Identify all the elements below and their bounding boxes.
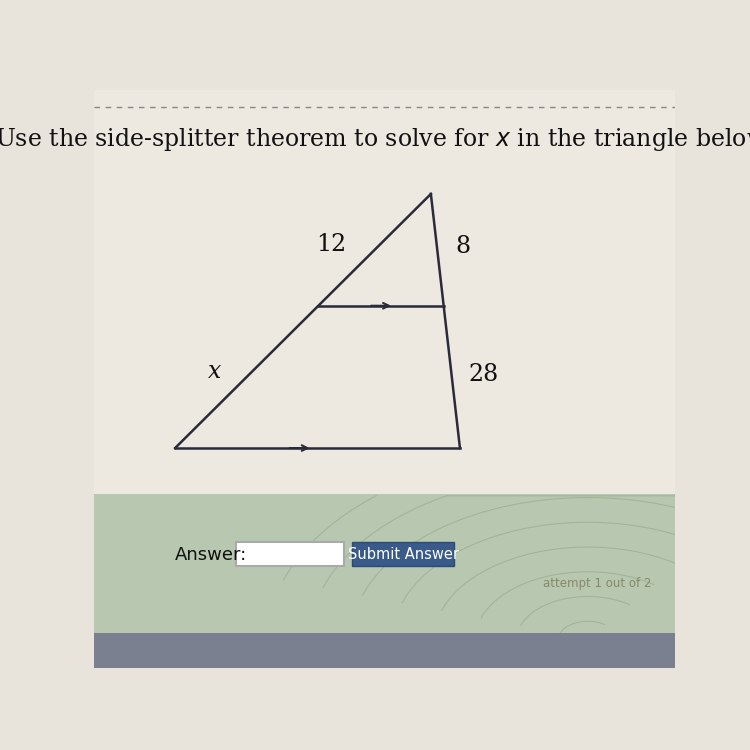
FancyBboxPatch shape bbox=[94, 494, 675, 668]
Text: Answer:: Answer: bbox=[175, 546, 248, 564]
Text: attempt 1 out of 2: attempt 1 out of 2 bbox=[543, 578, 652, 590]
FancyBboxPatch shape bbox=[94, 633, 675, 668]
Text: 8: 8 bbox=[456, 236, 471, 259]
Text: x: x bbox=[208, 360, 221, 382]
FancyBboxPatch shape bbox=[352, 542, 454, 566]
Text: 28: 28 bbox=[469, 362, 499, 386]
FancyBboxPatch shape bbox=[94, 90, 675, 506]
Text: Submit Answer: Submit Answer bbox=[348, 547, 459, 562]
FancyBboxPatch shape bbox=[236, 542, 344, 566]
Text: Use the side-splitter theorem to solve for $x$ in the triangle below.: Use the side-splitter theorem to solve f… bbox=[0, 126, 750, 153]
Text: 12: 12 bbox=[316, 232, 346, 256]
